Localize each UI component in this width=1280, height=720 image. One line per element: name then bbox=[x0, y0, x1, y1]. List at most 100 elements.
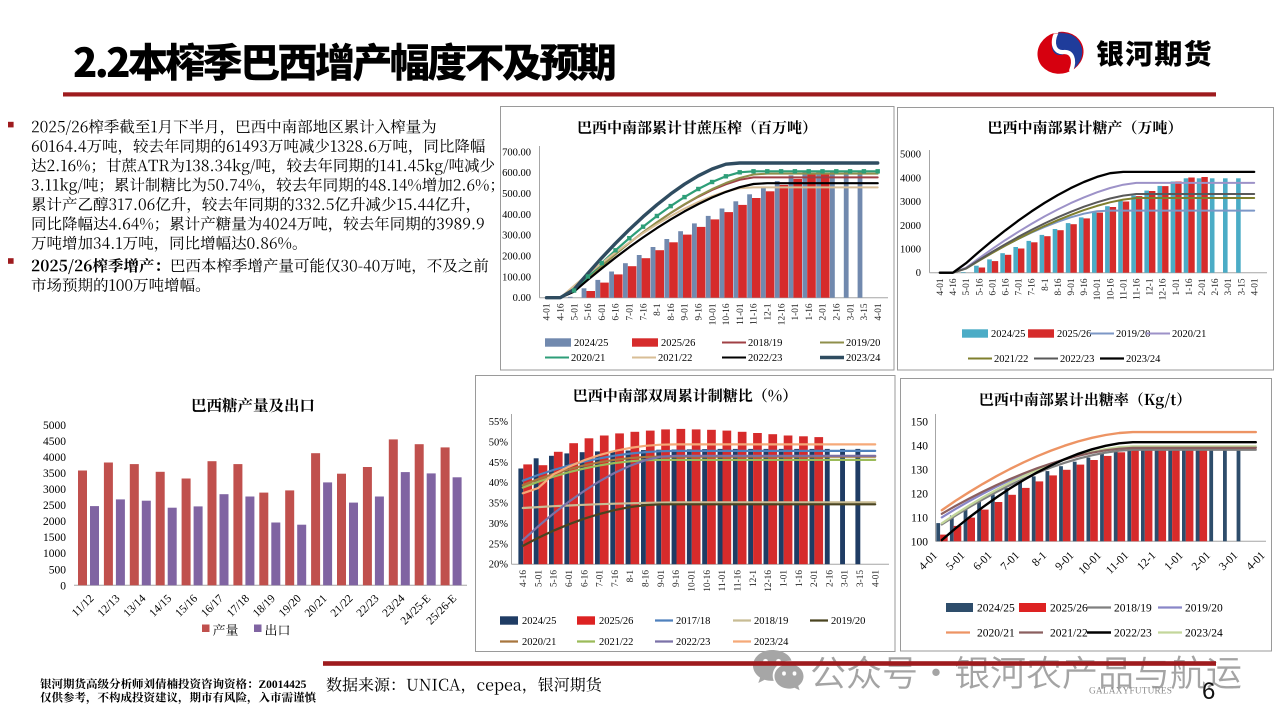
svg-text:22/23: 22/23 bbox=[355, 592, 382, 619]
svg-text:2-01: 2-01 bbox=[819, 303, 829, 320]
svg-text:2-01: 2-01 bbox=[1190, 549, 1214, 573]
svg-text:8-1: 8-1 bbox=[1041, 278, 1051, 291]
svg-text:4-01: 4-01 bbox=[1250, 278, 1260, 295]
svg-text:2019/20: 2019/20 bbox=[846, 338, 880, 349]
svg-text:11-16: 11-16 bbox=[733, 570, 743, 592]
svg-text:8-16: 8-16 bbox=[642, 570, 652, 587]
svg-text:2024/25: 2024/25 bbox=[991, 329, 1025, 340]
svg-text:5-01: 5-01 bbox=[944, 549, 968, 573]
svg-text:2020/21: 2020/21 bbox=[977, 628, 1015, 640]
svg-text:120: 120 bbox=[911, 488, 929, 500]
svg-text:10-01: 10-01 bbox=[1093, 278, 1103, 300]
svg-text:16/17: 16/17 bbox=[199, 592, 226, 619]
svg-text:12-1: 12-1 bbox=[1146, 278, 1156, 295]
svg-text:8-1: 8-1 bbox=[626, 570, 636, 583]
svg-text:2024/25: 2024/25 bbox=[522, 616, 556, 627]
svg-text:3000: 3000 bbox=[900, 197, 921, 208]
svg-text:7-16: 7-16 bbox=[1028, 278, 1038, 295]
svg-text:2022/23: 2022/23 bbox=[748, 353, 782, 364]
svg-text:0.00: 0.00 bbox=[513, 293, 531, 304]
svg-text:12-1: 12-1 bbox=[749, 570, 759, 587]
svg-text:9-01: 9-01 bbox=[657, 570, 667, 587]
svg-text:110: 110 bbox=[911, 512, 928, 524]
svg-text:1-16: 1-16 bbox=[795, 570, 805, 587]
svg-text:4-01: 4-01 bbox=[871, 570, 881, 587]
svg-text:1000: 1000 bbox=[900, 245, 921, 256]
svg-text:40%: 40% bbox=[489, 478, 509, 489]
svg-text:2000: 2000 bbox=[43, 516, 66, 528]
svg-text:2022/23: 2022/23 bbox=[1060, 354, 1094, 365]
svg-text:19/20: 19/20 bbox=[277, 592, 304, 619]
svg-text:6: 6 bbox=[1202, 678, 1215, 705]
svg-text:8-1: 8-1 bbox=[1030, 549, 1050, 569]
svg-text:4-16: 4-16 bbox=[949, 278, 959, 295]
svg-text:2022/23: 2022/23 bbox=[676, 637, 710, 648]
svg-text:600.00: 600.00 bbox=[502, 168, 531, 179]
svg-text:5-01: 5-01 bbox=[570, 303, 580, 320]
svg-text:2023/24: 2023/24 bbox=[846, 353, 881, 364]
svg-text:2019/20: 2019/20 bbox=[1185, 603, 1223, 615]
svg-text:700.00: 700.00 bbox=[502, 147, 531, 158]
svg-text:9-01: 9-01 bbox=[1067, 278, 1077, 295]
svg-text:2025/26: 2025/26 bbox=[1050, 603, 1088, 615]
svg-text:100: 100 bbox=[911, 536, 929, 548]
svg-text:3-01: 3-01 bbox=[1217, 549, 1241, 573]
svg-text:9-01: 9-01 bbox=[681, 303, 691, 320]
svg-text:1-01: 1-01 bbox=[791, 303, 801, 320]
svg-text:4000: 4000 bbox=[900, 173, 921, 184]
svg-text:3500: 3500 bbox=[43, 468, 66, 480]
svg-text:2-16: 2-16 bbox=[833, 303, 843, 320]
svg-text:20%: 20% bbox=[489, 560, 509, 571]
svg-text:10-16: 10-16 bbox=[703, 570, 713, 592]
svg-text:8-16: 8-16 bbox=[667, 303, 677, 320]
svg-text:2017/18: 2017/18 bbox=[676, 616, 710, 627]
svg-text:35%: 35% bbox=[489, 499, 509, 510]
svg-text:2024/25: 2024/25 bbox=[574, 338, 608, 349]
svg-text:2019/20: 2019/20 bbox=[1116, 329, 1150, 340]
svg-text:6-16: 6-16 bbox=[612, 303, 622, 320]
svg-text:12-1: 12-1 bbox=[1135, 549, 1159, 573]
svg-text:3-15: 3-15 bbox=[860, 303, 870, 320]
svg-text:2020/21: 2020/21 bbox=[571, 353, 605, 364]
svg-text:100.00: 100.00 bbox=[502, 272, 531, 283]
svg-text:7-01: 7-01 bbox=[626, 303, 636, 320]
svg-text:0: 0 bbox=[916, 268, 921, 279]
svg-text:12-16: 12-16 bbox=[764, 570, 774, 592]
svg-text:2023/24: 2023/24 bbox=[754, 637, 789, 648]
svg-text:200.00: 200.00 bbox=[502, 252, 531, 263]
svg-text:4-01: 4-01 bbox=[917, 549, 941, 573]
svg-text:2-01: 2-01 bbox=[1198, 278, 1208, 295]
svg-text:11-01: 11-01 bbox=[736, 303, 746, 325]
svg-text:3-01: 3-01 bbox=[846, 303, 856, 320]
svg-text:3-15: 3-15 bbox=[1237, 278, 1247, 295]
svg-text:21/22: 21/22 bbox=[329, 592, 356, 619]
svg-text:7-16: 7-16 bbox=[611, 570, 621, 587]
svg-text:7-01: 7-01 bbox=[999, 549, 1023, 573]
svg-text:7-01: 7-01 bbox=[596, 570, 606, 587]
svg-text:25%: 25% bbox=[489, 539, 509, 550]
svg-text:2021/22: 2021/22 bbox=[599, 637, 633, 648]
svg-text:4-01: 4-01 bbox=[543, 303, 553, 320]
svg-text:6-16: 6-16 bbox=[580, 570, 590, 587]
svg-text:45%: 45% bbox=[489, 458, 509, 469]
svg-text:Z0014425: Z0014425 bbox=[259, 679, 307, 691]
svg-text:6-01: 6-01 bbox=[565, 570, 575, 587]
svg-text:1-01: 1-01 bbox=[1162, 549, 1186, 573]
svg-text:5-01: 5-01 bbox=[962, 278, 972, 295]
svg-text:2018/19: 2018/19 bbox=[748, 338, 782, 349]
svg-text:500.00: 500.00 bbox=[502, 189, 531, 200]
svg-text:10-01: 10-01 bbox=[1076, 549, 1104, 577]
svg-text:3-01: 3-01 bbox=[1224, 278, 1234, 295]
svg-text:5-16: 5-16 bbox=[584, 303, 594, 320]
svg-text:55%: 55% bbox=[489, 417, 509, 428]
svg-text:400.00: 400.00 bbox=[502, 210, 531, 221]
svg-text:4-01: 4-01 bbox=[874, 303, 884, 320]
svg-text:2021/22: 2021/22 bbox=[658, 353, 692, 364]
svg-text:4-01: 4-01 bbox=[1244, 549, 1268, 573]
svg-text:3-15: 3-15 bbox=[856, 570, 866, 587]
svg-text:2021/22: 2021/22 bbox=[994, 354, 1028, 365]
svg-text:2020/21: 2020/21 bbox=[522, 637, 556, 648]
svg-text:GALAXYFUTURES: GALAXYFUTURES bbox=[1089, 687, 1172, 697]
svg-text:150: 150 bbox=[911, 417, 929, 429]
svg-text:6-01: 6-01 bbox=[598, 303, 608, 320]
